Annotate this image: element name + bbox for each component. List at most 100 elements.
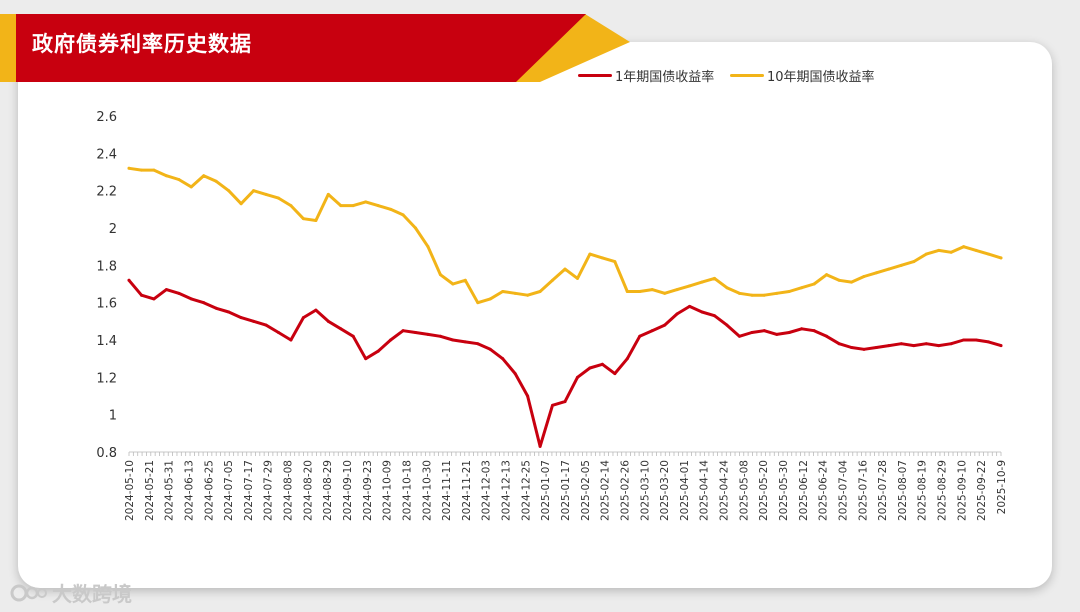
data-point-10y xyxy=(414,226,418,230)
data-point-10y xyxy=(712,276,716,280)
data-point-1y xyxy=(712,314,716,318)
data-point-10y xyxy=(239,202,243,206)
x-tick-label: 2025-02-14 xyxy=(600,460,612,521)
data-point-1y xyxy=(887,344,891,348)
data-point-1y xyxy=(202,301,206,305)
y-tick-label: 2 xyxy=(109,222,117,237)
data-point-1y xyxy=(912,344,916,348)
x-tick-label: 2024-09-23 xyxy=(362,460,374,521)
x-tick-label: 2024-12-13 xyxy=(501,460,513,521)
x-tick-label: 2025-05-08 xyxy=(738,460,750,521)
data-point-10y xyxy=(750,293,754,297)
legend-item-1y[interactable]: 1年期国债收益率 xyxy=(578,66,714,85)
x-tick-label: 2025-04-24 xyxy=(719,460,731,521)
data-point-1y xyxy=(214,306,218,310)
data-point-1y xyxy=(563,400,567,404)
data-point-10y xyxy=(663,291,667,295)
data-point-10y xyxy=(152,168,156,172)
data-point-10y xyxy=(737,291,741,295)
data-point-1y xyxy=(787,331,791,335)
data-point-1y xyxy=(351,334,355,338)
x-tick-label: 2025-03-10 xyxy=(639,460,651,521)
x-tick-label: 2025-09-10 xyxy=(956,460,968,521)
data-point-1y xyxy=(139,293,143,297)
data-point-1y xyxy=(613,372,617,376)
y-tick-label: 1.2 xyxy=(96,371,117,386)
data-point-1y xyxy=(426,332,430,336)
data-point-1y xyxy=(625,357,629,361)
data-point-10y xyxy=(276,196,280,200)
data-point-10y xyxy=(376,204,380,208)
legend-item-10y[interactable]: 10年期国债收益率 xyxy=(730,66,875,85)
data-point-10y xyxy=(339,204,343,208)
data-point-10y xyxy=(127,166,131,170)
data-point-1y xyxy=(451,338,455,342)
data-point-1y xyxy=(538,444,542,448)
data-point-10y xyxy=(937,248,941,252)
x-tick-label: 2025-07-16 xyxy=(857,460,869,521)
data-point-10y xyxy=(987,252,991,256)
data-point-10y xyxy=(351,204,355,208)
data-point-10y xyxy=(177,177,181,181)
data-point-1y xyxy=(401,329,405,333)
x-tick-label: 2025-07-28 xyxy=(877,460,889,521)
data-point-10y xyxy=(912,260,916,264)
data-point-1y xyxy=(239,316,243,320)
x-tick-label: 2024-05-10 xyxy=(124,460,136,521)
data-point-10y xyxy=(924,252,928,256)
data-point-10y xyxy=(700,280,704,284)
watermark-text: 大数跨境 xyxy=(52,582,132,606)
x-tick-label: 2024-09-10 xyxy=(342,460,354,521)
data-point-1y xyxy=(276,331,280,335)
data-point-1y xyxy=(974,338,978,342)
data-point-10y xyxy=(139,168,143,172)
data-point-10y xyxy=(501,289,505,293)
data-point-10y xyxy=(364,200,368,204)
data-point-10y xyxy=(227,189,231,193)
data-point-10y xyxy=(214,179,218,183)
y-tick-label: 2.2 xyxy=(96,185,117,200)
data-point-1y xyxy=(999,344,1003,348)
data-point-1y xyxy=(762,329,766,333)
data-point-1y xyxy=(339,327,343,331)
data-point-1y xyxy=(389,338,393,342)
data-point-1y xyxy=(924,342,928,346)
data-point-10y xyxy=(401,213,405,217)
data-point-10y xyxy=(787,289,791,293)
data-point-10y xyxy=(476,301,480,305)
data-point-1y xyxy=(488,347,492,351)
y-tick-label: 1.6 xyxy=(96,297,117,312)
data-point-1y xyxy=(850,345,854,349)
data-point-10y xyxy=(825,273,829,277)
data-point-10y xyxy=(202,174,206,178)
data-point-1y xyxy=(650,329,654,333)
x-tick-label: 2025-01-07 xyxy=(540,460,552,521)
data-point-10y xyxy=(463,278,467,282)
x-tick-label: 2025-05-20 xyxy=(758,460,770,521)
data-point-1y xyxy=(513,372,517,376)
data-point-10y xyxy=(264,192,268,196)
x-tick-label: 2025-02-26 xyxy=(619,460,631,521)
x-tick-label: 2024-10-18 xyxy=(401,460,413,521)
y-tick-label: 1 xyxy=(109,409,117,424)
x-tick-label: 2024-08-20 xyxy=(302,460,314,521)
x-tick-label: 2025-07-04 xyxy=(837,460,849,521)
data-point-1y xyxy=(812,329,816,333)
x-tick-label: 2025-06-24 xyxy=(818,460,830,521)
data-point-10y xyxy=(289,204,293,208)
data-point-1y xyxy=(725,323,729,327)
x-tick-label: 2024-10-30 xyxy=(421,460,433,521)
data-point-1y xyxy=(588,366,592,370)
data-point-10y xyxy=(526,293,530,297)
x-tick-label: 2025-04-14 xyxy=(699,460,711,521)
data-point-1y xyxy=(301,316,305,320)
data-point-1y xyxy=(688,304,692,308)
x-axis: 2024-05-10 2024-05-21 2024-05-31 2024-06-13… xyxy=(124,451,1008,521)
data-point-1y xyxy=(252,319,256,323)
data-point-10y xyxy=(650,288,654,292)
data-point-1y xyxy=(314,308,318,312)
brand-logo-icon xyxy=(10,584,47,601)
data-point-10y xyxy=(874,271,878,275)
x-tick-label: 2025-08-19 xyxy=(917,460,929,521)
data-point-10y xyxy=(812,282,816,286)
